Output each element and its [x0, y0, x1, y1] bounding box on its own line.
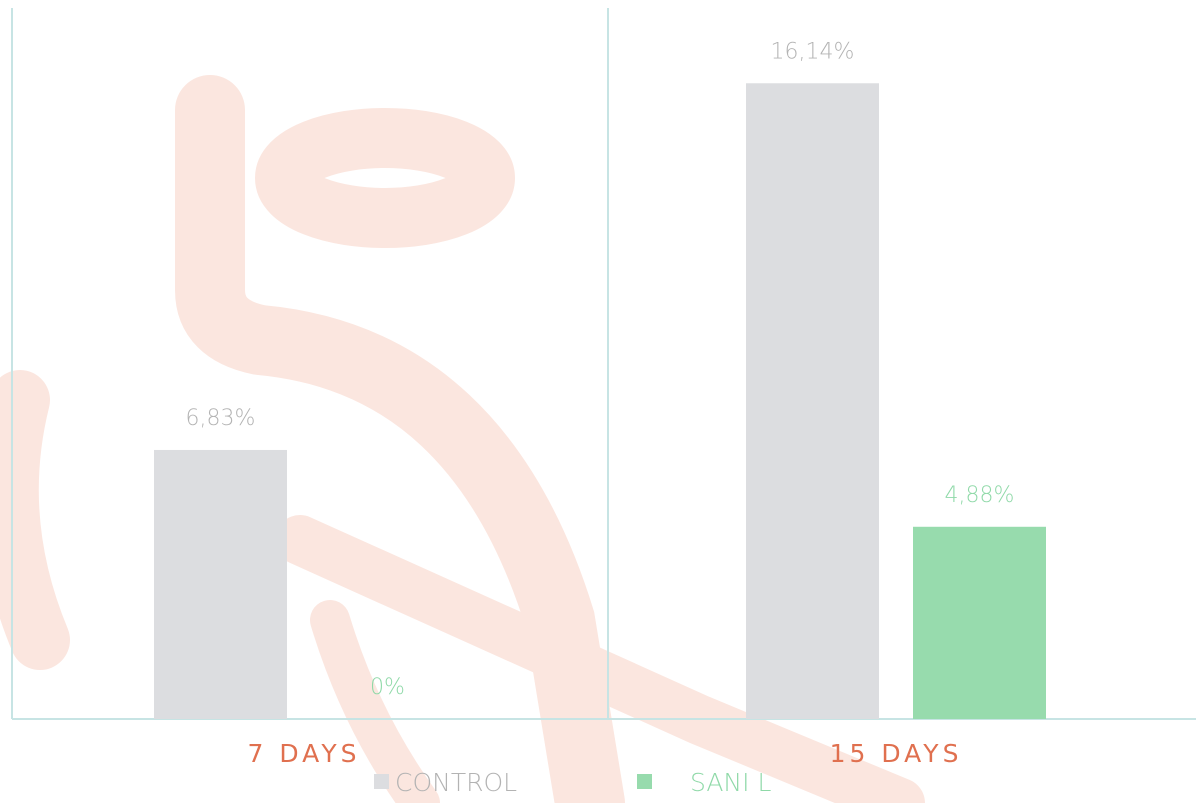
x-tick-label: 15 DAYS	[830, 739, 963, 768]
value-label: 4,88%	[945, 483, 1015, 508]
bar	[913, 527, 1046, 719]
value-label: 6,83%	[186, 406, 256, 431]
x-tick-label: 7 DAYS	[248, 739, 361, 768]
legend-label: SANI L	[690, 768, 771, 797]
value-label: 16,14%	[771, 39, 855, 64]
legend-swatch	[374, 774, 389, 789]
legend-label: CONTROL	[395, 768, 517, 797]
bar	[746, 83, 879, 719]
legend-swatch	[637, 774, 652, 789]
chart: 7 DAYS 6,83% 0% 15 DAYS 16,14% 4,88% CONTROL SA…	[0, 0, 1196, 803]
bar	[154, 450, 287, 719]
value-label: 0%	[370, 675, 405, 700]
